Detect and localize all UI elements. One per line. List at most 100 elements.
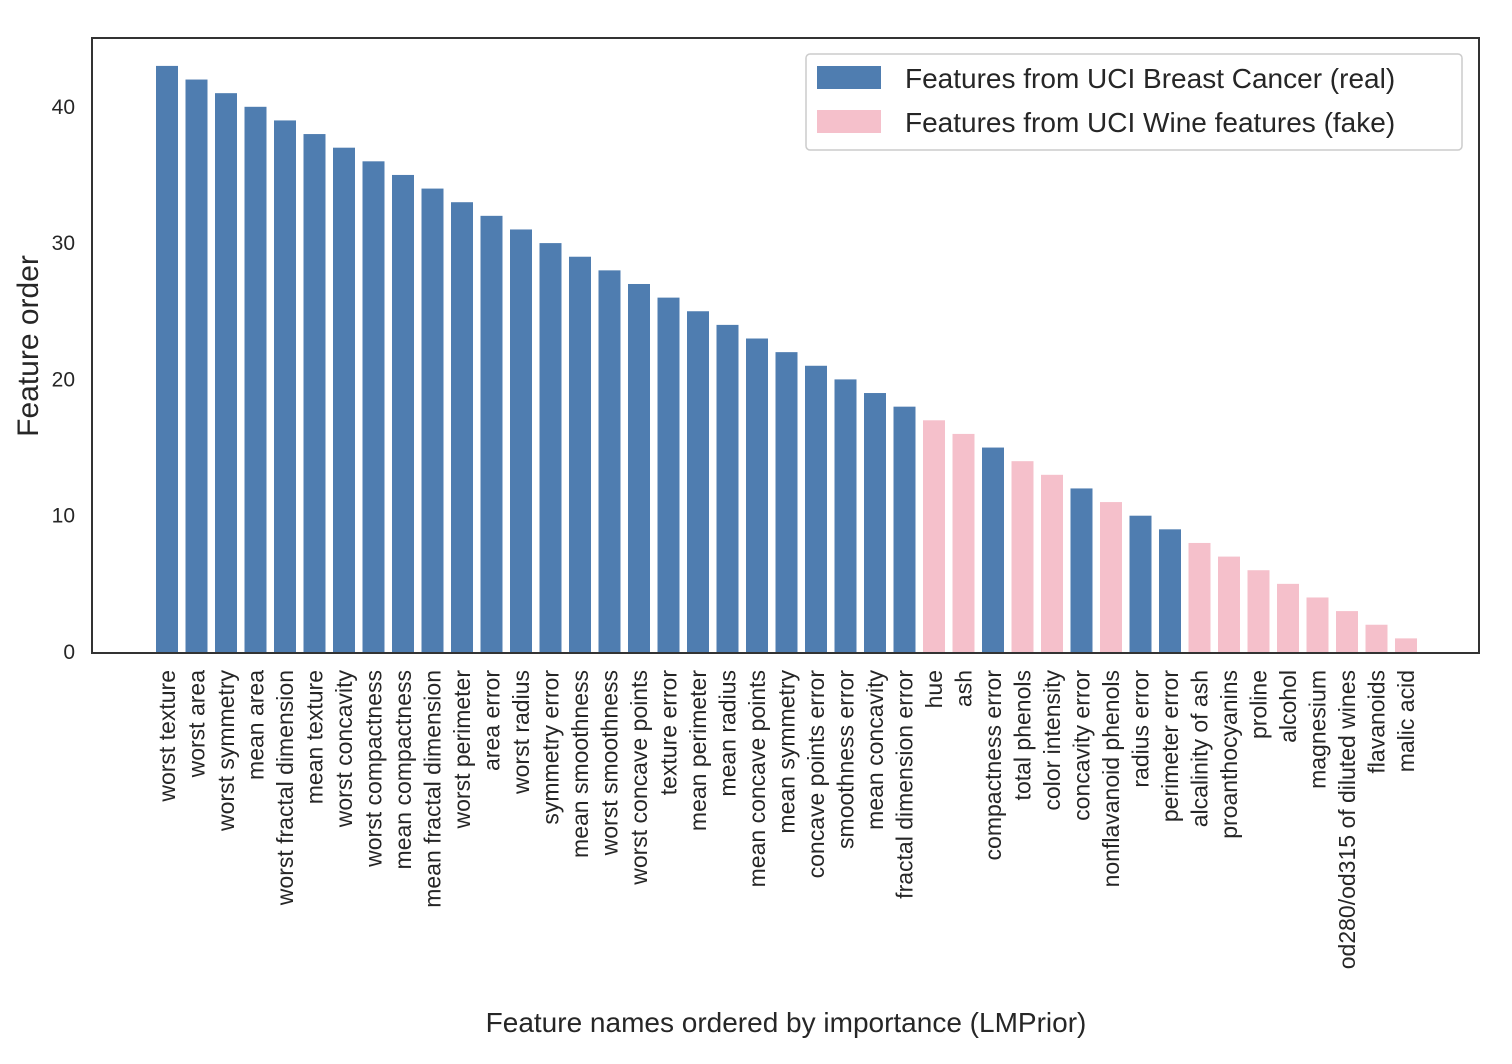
x-tick-label: alcalinity of ash [1187, 670, 1213, 827]
bar-mean-perimeter [687, 311, 709, 652]
x-tick-label: ash [951, 670, 977, 707]
bar-alcohol [1277, 583, 1299, 652]
x-tick-label: mean smoothness [567, 670, 593, 858]
legend-label-fake: Features from UCI Wine features (fake) [905, 107, 1395, 138]
x-tick-label: fractal dimension error [892, 670, 918, 899]
bar-nonflavanoid-phenols [1100, 502, 1122, 652]
x-tick-label: mean concave points [744, 670, 770, 887]
bar-mean-symmetry [775, 352, 798, 652]
bar-worst-smoothness [598, 270, 621, 652]
legend-swatch-fake [817, 110, 881, 133]
x-tick-label: malic acid [1393, 670, 1419, 772]
bar-area-error [480, 215, 503, 652]
bar-ash [952, 433, 975, 652]
y-tick-label: 10 [52, 505, 75, 528]
x-tick-label: od280/od315 of diluted wines [1334, 670, 1360, 969]
x-tick-label: mean area [243, 670, 269, 780]
bar-smoothness-error [834, 379, 857, 652]
x-tick-label: proanthocyanins [1216, 670, 1242, 839]
bar-mean-smoothness [569, 256, 591, 652]
x-tick-label: texture error [656, 670, 682, 796]
bar-radius-error [1129, 515, 1152, 652]
x-tick-label: worst compactness [361, 670, 387, 868]
bar-worst-fractal-dimension [274, 120, 296, 653]
plot-frame [91, 37, 1480, 654]
bar-worst-concavity [333, 147, 355, 652]
bar-magnesium [1306, 597, 1329, 652]
bar-concavity-error [1070, 488, 1093, 652]
bar-worst-perimeter [451, 202, 473, 652]
x-tick-label: proline [1246, 670, 1272, 739]
bar-flavanoids [1365, 624, 1388, 652]
bar-mean-area [244, 106, 267, 653]
x-tick-label: worst concavity [331, 670, 357, 829]
bar-worst-compactness [362, 161, 385, 652]
x-tick-label: concave points error [803, 670, 829, 879]
x-tick-label: mean radius [715, 670, 741, 797]
bar-worst-concave-points [628, 283, 650, 652]
bar-mean-compactness [392, 174, 414, 652]
y-axis-title: Feature order [12, 255, 45, 437]
x-tick-label: concavity error [1069, 670, 1095, 821]
legend-box [805, 53, 1463, 151]
bar-total-phenols [1011, 461, 1034, 652]
x-tick-label: hue [921, 670, 947, 708]
bar-worst-area [185, 79, 208, 653]
bar-symmetry-error [539, 243, 562, 652]
x-tick-label: mean symmetry [774, 670, 800, 834]
bar-color-intensity [1041, 474, 1063, 652]
legend-swatch-real [817, 66, 881, 89]
x-tick-label: mean perimeter [685, 670, 711, 831]
x-ticks-group: worst texture worst area worst symmetry mea… [154, 670, 1419, 970]
bar-perimeter-error [1159, 529, 1181, 652]
bar-fractal-dimension-error [893, 406, 916, 652]
bar-hue [923, 420, 945, 652]
bar-od280-od315-of-diluted-wines [1336, 611, 1358, 652]
x-tick-label: compactness error [980, 670, 1006, 861]
bar-mean-radius [716, 324, 739, 652]
x-tick-label: mean texture [302, 670, 328, 804]
x-tick-label: worst perimeter [449, 670, 475, 830]
y-tick-label: 20 [52, 368, 75, 391]
x-tick-label: smoothness error [833, 670, 859, 849]
x-tick-label: worst symmetry [213, 670, 239, 833]
bars-group [156, 65, 1417, 653]
x-tick-label: worst radius [508, 670, 534, 795]
x-axis-title: Feature names ordered by importance (LMP… [486, 1007, 1087, 1038]
bar-texture-error [657, 297, 680, 652]
x-tick-label: mean concavity [862, 670, 888, 830]
x-tick-label: alcohol [1275, 670, 1301, 743]
bar-worst-texture [156, 65, 178, 652]
x-tick-label: color intensity [1039, 670, 1065, 811]
x-tick-label: magnesium [1305, 670, 1331, 789]
x-tick-label: worst smoothness [597, 670, 623, 856]
x-tick-label: flavanoids [1364, 670, 1390, 774]
x-tick-label: perimeter error [1157, 670, 1183, 822]
x-tick-label: worst concave points [626, 670, 652, 886]
bar-mean-concave-points [746, 338, 768, 652]
x-tick-label: area error [479, 670, 505, 771]
bar-concave-points-error [805, 365, 827, 652]
bar-mean-concavity [864, 393, 886, 652]
y-tick-label: 30 [52, 232, 75, 255]
bar-malic-acid [1395, 638, 1417, 652]
bar-worst-symmetry [215, 93, 237, 653]
x-tick-label: symmetry error [538, 670, 564, 825]
y-ticks-group: 0 10 20 30 40 [52, 96, 75, 664]
bar-compactness-error [982, 447, 1004, 652]
x-tick-label: total phenols [1010, 670, 1036, 800]
bar-mean-fractal-dimension [421, 188, 444, 652]
bar-proline [1247, 570, 1270, 652]
legend: Features from UCI Breast Cancer (real) F… [805, 53, 1463, 151]
legend-label-real: Features from UCI Breast Cancer (real) [905, 63, 1395, 94]
y-tick-label: 40 [52, 96, 75, 119]
bar-proanthocyanins [1218, 556, 1240, 652]
x-tick-label: radius error [1128, 670, 1154, 788]
x-tick-label: worst texture [154, 670, 180, 803]
x-tick-label: mean fractal dimension [420, 670, 446, 908]
x-tick-label: mean compactness [390, 670, 416, 869]
bar-worst-radius [510, 229, 532, 652]
y-tick-label: 0 [63, 641, 75, 664]
bar-alcalinity-of-ash [1188, 542, 1211, 652]
